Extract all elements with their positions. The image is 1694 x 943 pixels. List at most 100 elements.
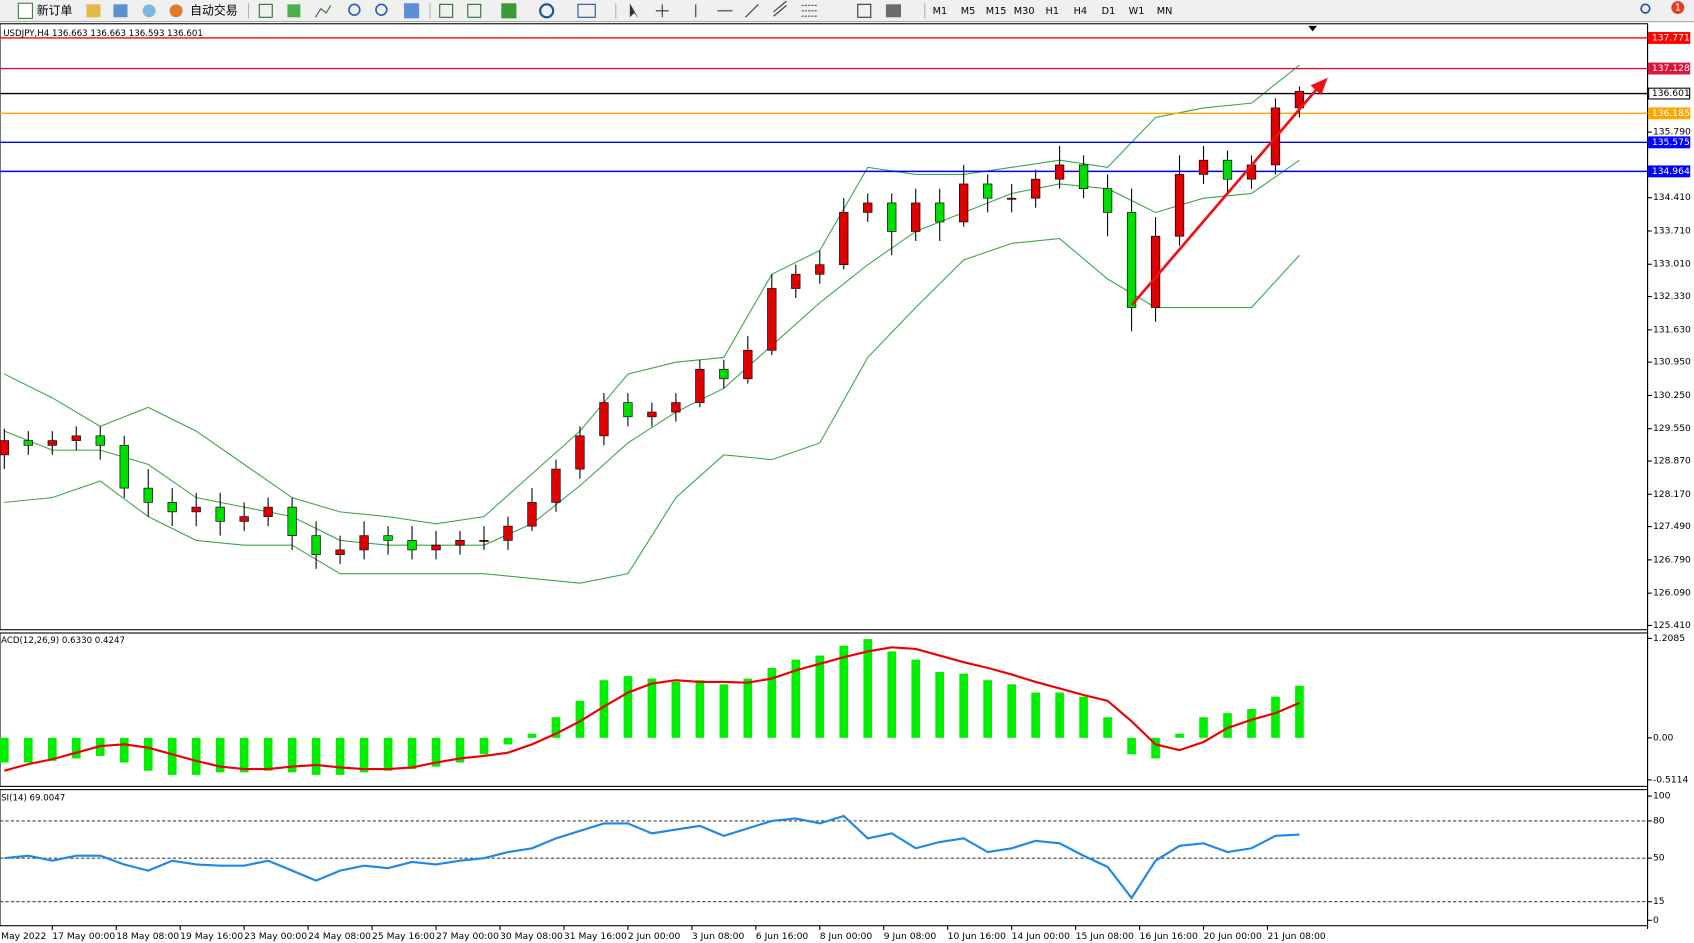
- x-tick-label: 23 May 00:00: [244, 931, 307, 942]
- macd-bar: [1031, 692, 1040, 738]
- y-tick-label: 130.250: [1653, 390, 1691, 401]
- y-tick-label: 80: [1653, 815, 1665, 826]
- x-tick-label: 30 May 08:00: [500, 931, 563, 942]
- macd-bar: [47, 737, 57, 761]
- macd-bar: [287, 737, 297, 773]
- candle-body: [599, 402, 609, 437]
- macd-bar: [1271, 696, 1280, 738]
- price-level-label: 137.128: [1652, 63, 1690, 74]
- candle-body: [815, 264, 825, 275]
- macd-bar: [455, 737, 465, 763]
- icon-indicators[interactable]: [501, 3, 517, 19]
- macd-bar: [959, 673, 969, 738]
- macd-bar: [911, 659, 921, 738]
- notification-badge[interactable]: [1671, 1, 1685, 15]
- icon-zoom-in[interactable]: [348, 3, 361, 16]
- macd-bar: [1055, 692, 1064, 738]
- icon-trendline[interactable]: [745, 3, 759, 18]
- candle-body: [359, 535, 369, 551]
- icon-search[interactable]: [1640, 3, 1651, 14]
- icon[interactable]: [86, 4, 101, 18]
- timeframe-button[interactable]: D1: [1102, 6, 1116, 17]
- icon-text[interactable]: [857, 3, 872, 18]
- macd-bar: [815, 655, 825, 738]
- icon-periods[interactable]: [539, 3, 555, 19]
- y-tick-label: 125.410: [1653, 620, 1691, 631]
- macd-bar: [167, 737, 177, 775]
- candle-body: [1054, 164, 1065, 180]
- icon[interactable]: [142, 4, 156, 18]
- price-level-tag: [1648, 136, 1691, 149]
- icon-zoom-out[interactable]: [375, 3, 388, 16]
- macd-bar: [1079, 696, 1088, 738]
- macd-bar: [503, 737, 513, 745]
- x-tick-label: 19 May 16:00: [180, 931, 243, 942]
- timeframe-button[interactable]: H1: [1046, 6, 1060, 17]
- y-tick-label: 130.950: [1653, 357, 1691, 368]
- icon-bars[interactable]: [258, 3, 273, 18]
- x-tick-label: 18 May 08:00: [116, 931, 179, 942]
- y-tick-label: 132.330: [1653, 291, 1691, 302]
- new-order-button[interactable]: 新订单: [37, 3, 73, 17]
- candle-body: [95, 435, 105, 446]
- macd-bar: [1247, 709, 1256, 738]
- icon-channel[interactable]: [773, 0, 787, 17]
- icon-tile[interactable]: [404, 3, 420, 19]
- macd-bar: [743, 678, 753, 738]
- timeframe-button[interactable]: MN: [1157, 6, 1173, 17]
- icon-autotrade[interactable]: [169, 4, 183, 18]
- timeframe-button[interactable]: M5: [961, 6, 976, 17]
- price-level-tag: [1648, 87, 1691, 100]
- icon-fibo[interactable]: [801, 4, 817, 17]
- y-tick-label: 128.170: [1653, 489, 1691, 500]
- y-tick-label: 15: [1653, 896, 1665, 907]
- x-tick-label: 8 Jun 00:00: [820, 931, 873, 942]
- candle-body: [143, 487, 153, 503]
- icon-new-order[interactable]: [17, 2, 33, 19]
- icon[interactable]: [113, 4, 128, 18]
- timeframe-button[interactable]: H4: [1074, 6, 1088, 17]
- candle-body: [935, 202, 945, 223]
- plot-area: 135.790 134.410 133.710 133.010 132.330 131.6…: [0, 32, 1691, 942]
- candle-body: [1030, 178, 1041, 199]
- price-level-label: 134.964: [1652, 166, 1690, 177]
- icon-scroll[interactable]: [439, 3, 454, 18]
- macd-bar: [623, 676, 633, 738]
- trend-arrow: [1131, 85, 1321, 306]
- macd-bar: [23, 737, 33, 763]
- candle-body: [791, 273, 801, 289]
- x-tick-label: 24 May 08:00: [308, 931, 371, 942]
- candle-body: [983, 183, 993, 199]
- timeframe-button[interactable]: M15: [986, 6, 1007, 17]
- icon-templates[interactable]: [577, 3, 596, 18]
- y-tick-label: 135.790: [1653, 127, 1691, 138]
- icon-candles[interactable]: [287, 4, 301, 18]
- icon-crosshair[interactable]: [655, 4, 669, 18]
- candle-body: [71, 435, 81, 441]
- icon-arrows[interactable]: [885, 4, 902, 18]
- candle-body: [455, 540, 465, 546]
- candle-body: [287, 506, 297, 536]
- macd-bar: [407, 737, 417, 770]
- macd-bar: [791, 659, 801, 738]
- price-level-tag: [1648, 62, 1691, 75]
- macd-title: ACD(12,26,9) 0.6330 0.4247: [1, 636, 125, 646]
- y-tick-label: 0.00: [1653, 732, 1674, 743]
- timeframe-button[interactable]: M30: [1014, 6, 1035, 17]
- candle-body: [47, 440, 57, 446]
- macd-bar: [1199, 717, 1208, 738]
- shift-marker: [1308, 25, 1317, 32]
- notification-count[interactable]: 1: [1675, 3, 1681, 14]
- timeframe-button[interactable]: W1: [1129, 6, 1145, 17]
- symbol-title: USDJPY,H4 136.663 136.663 136.593 136.60…: [3, 29, 203, 39]
- x-tick-label: May 2022: [1, 931, 46, 942]
- x-tick-label: 17 May 00:00: [52, 931, 115, 942]
- autotrade-button[interactable]: 自动交易: [190, 3, 238, 17]
- y-tick-label: 0: [1653, 915, 1659, 926]
- y-tick-label: 50: [1653, 853, 1665, 864]
- icon-line[interactable]: [315, 5, 332, 18]
- x-tick-label: 20 Jun 00:00: [1204, 931, 1262, 942]
- icon-shift[interactable]: [467, 3, 482, 18]
- x-tick-label: 15 Jun 08:00: [1076, 931, 1134, 942]
- timeframe-button[interactable]: M1: [933, 6, 948, 17]
